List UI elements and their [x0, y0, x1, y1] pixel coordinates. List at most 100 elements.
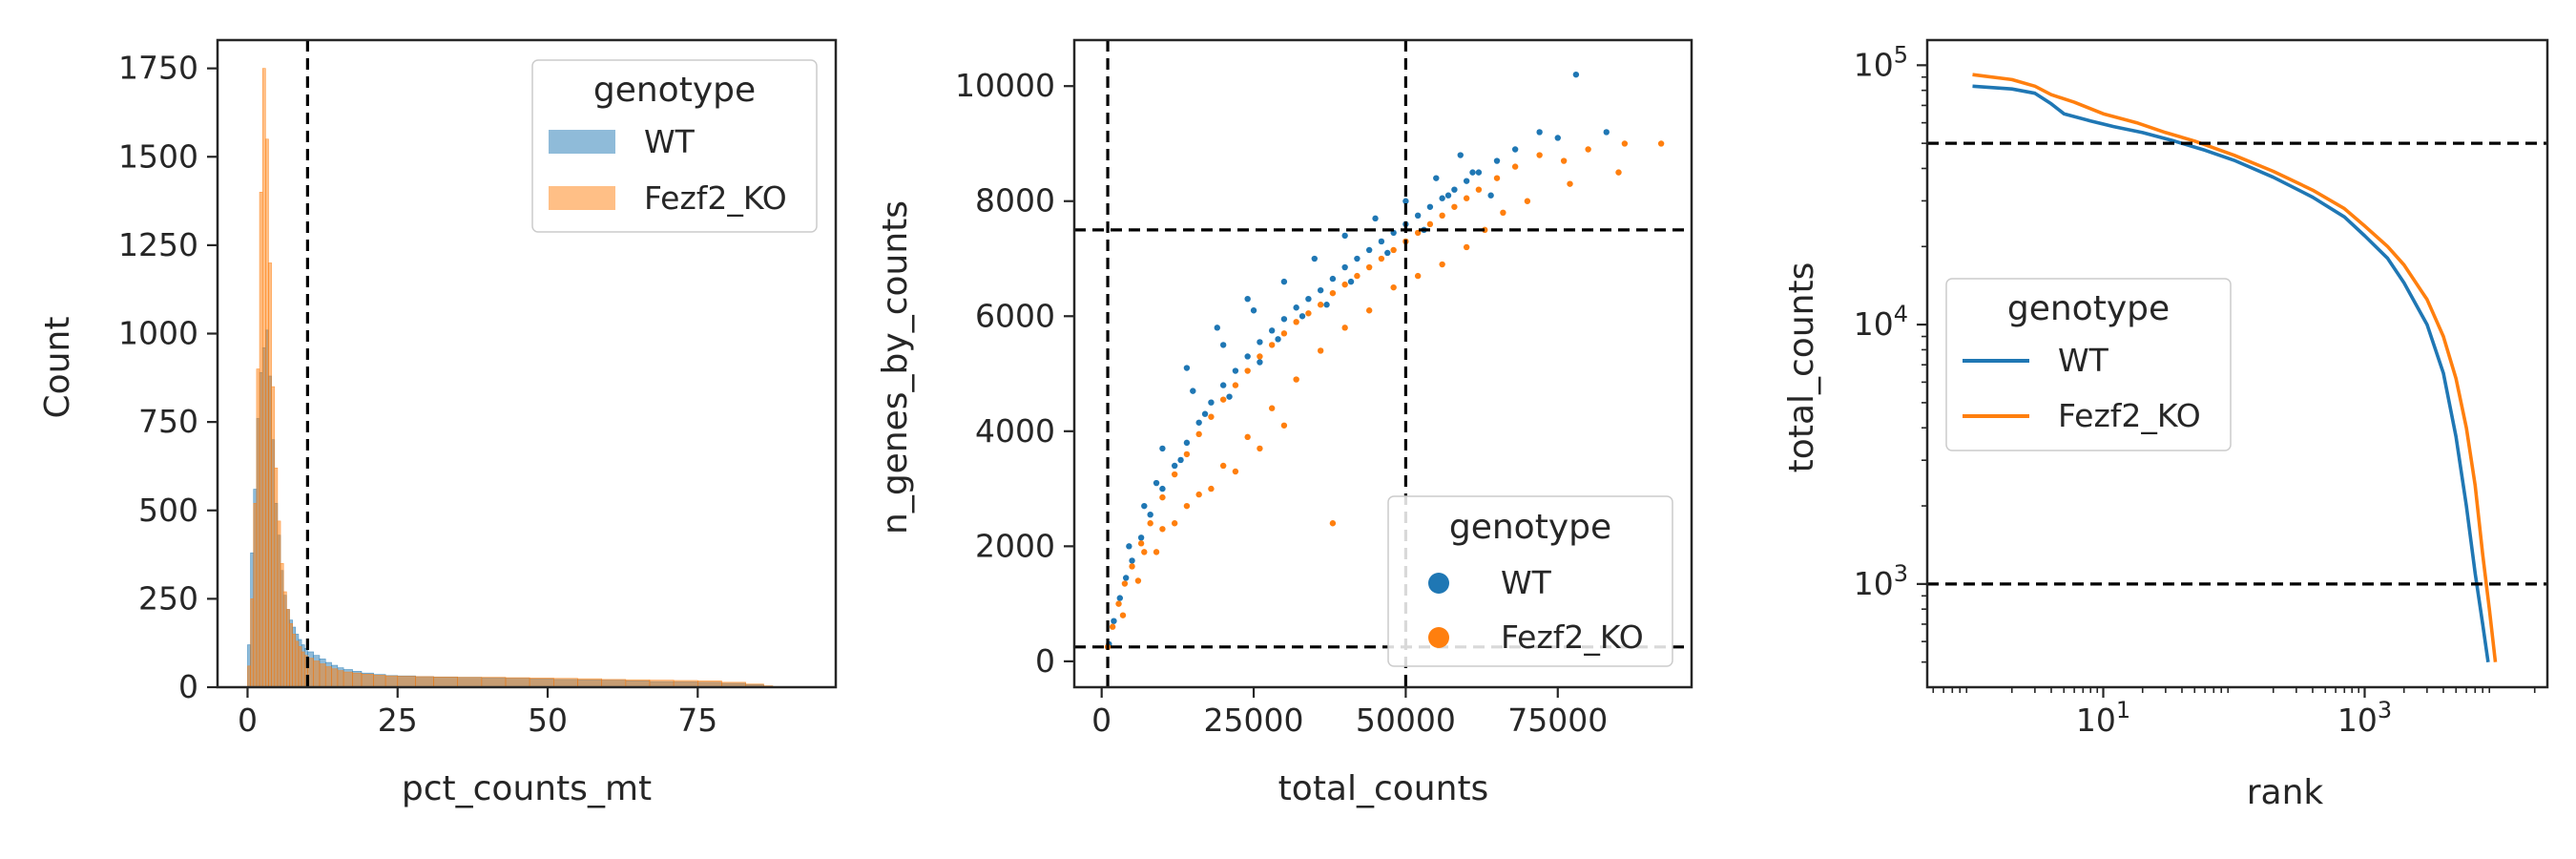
histogram-bar-fezf2-ko — [343, 671, 353, 688]
scatter-point-wt — [1126, 543, 1132, 550]
histogram-y-tick-label: 1000 — [118, 315, 198, 352]
rank-plot-threshold-lines — [1927, 141, 2547, 586]
scatter-point-fezf2-ko — [1121, 580, 1129, 587]
scatter-point-wt — [1475, 169, 1483, 176]
histogram-bar-fezf2-ko — [324, 666, 332, 688]
scatter-point-fezf2-ko — [1183, 450, 1191, 458]
scatter-point-wt — [1280, 278, 1288, 285]
scatter-y-tick-label: 6000 — [975, 297, 1055, 334]
scatter-point-wt — [1347, 278, 1355, 285]
scatter-point-fezf2-ko — [1463, 195, 1470, 201]
scatter-point-wt — [1244, 353, 1251, 360]
scatter-point-wt — [1159, 485, 1166, 492]
scatter-point-fezf2-ko — [1268, 405, 1276, 411]
scatter-axes: 0 25000 50000 75000 0 2000 4000 6000 8000 10000 — [955, 38, 1693, 739]
scatter-point-wt — [1111, 618, 1117, 624]
histogram-bar-fezf2-ko — [268, 262, 272, 688]
scatter-point-wt — [1159, 445, 1166, 452]
scatter-point-fezf2-ko — [1354, 272, 1361, 280]
scatter-point-wt — [1214, 325, 1220, 331]
rank-plot-legend-label-wt: WT — [2058, 342, 2109, 379]
histogram-y-axis-label: Count — [38, 317, 77, 419]
scatter-point-wt — [1183, 439, 1191, 447]
scatter-point-wt — [1219, 382, 1227, 388]
scatter-point-fezf2-ko — [1567, 180, 1573, 187]
scatter-point-fezf2-ko — [1219, 462, 1227, 470]
rank-plot-legend-title: genotype — [2007, 289, 2170, 328]
scatter-point-fezf2-ko — [1208, 413, 1215, 420]
histogram-bar-fezf2-ko — [529, 678, 554, 688]
scatter-y-tick-label: 8000 — [975, 182, 1055, 220]
scatter-point-fezf2-ko — [1159, 493, 1166, 501]
histogram-legend-label-fezf2-ko: Fezf2_KO — [644, 179, 787, 217]
scatter-y-tick-label: 4000 — [975, 412, 1055, 450]
scatter-point-fezf2-ko — [1341, 325, 1348, 331]
histogram-x-axis-label: pct_counts_mt — [402, 769, 652, 808]
scatter-point-wt — [1275, 336, 1281, 343]
scatter-point-fezf2-ko — [1378, 255, 1385, 262]
histogram-y-tick-label: 0 — [178, 668, 198, 705]
scatter-point-wt — [1201, 410, 1209, 417]
scatter-point-fezf2-ko — [1115, 600, 1122, 607]
scatter-point-fezf2-ko — [1280, 422, 1288, 429]
scatter-point-fezf2-ko — [1171, 520, 1178, 527]
histogram-legend-label-wt: WT — [644, 123, 696, 160]
scatter-point-wt — [1536, 129, 1543, 136]
scatter-legend-label-fezf2-ko: Fezf2_KO — [1501, 618, 1644, 656]
scatter-point-wt — [1298, 313, 1306, 320]
scatter-point-wt — [1384, 249, 1391, 257]
histogram-bar-fezf2-ko — [277, 520, 281, 688]
scatter-point-wt — [1129, 557, 1135, 564]
histogram-bar-fezf2-ko — [397, 676, 416, 688]
scatter-point-wt — [1493, 157, 1501, 164]
scatter-point-fezf2-ko — [1244, 367, 1251, 374]
histogram-legend-swatch-wt — [549, 130, 615, 154]
scatter-x-tick-label: 50000 — [1356, 702, 1456, 739]
histogram-bar-fezf2-ko — [415, 676, 434, 688]
scatter-point-wt — [1141, 502, 1148, 510]
scatter-point-wt — [1147, 512, 1153, 518]
rank-plot-legend: genotype WT Fezf2_KO — [1945, 278, 2232, 451]
rank-plot-frame — [1925, 38, 2549, 689]
histogram-bar-fezf2-ko — [286, 609, 290, 688]
rank-plot-lines — [1972, 73, 2498, 662]
scatter-point-fezf2-ko — [1141, 549, 1148, 555]
scatter-point-fezf2-ko — [1341, 281, 1348, 288]
scatter-point-wt — [1183, 365, 1191, 371]
histogram-legend-title: genotype — [593, 71, 756, 110]
histogram-bar-fezf2-ko — [337, 670, 344, 688]
histogram-bar-fezf2-ko — [253, 503, 258, 688]
scatter-point-wt — [1511, 146, 1519, 153]
scatter-point-fezf2-ko — [1365, 307, 1373, 314]
histogram-x-tick-label: 25 — [378, 702, 418, 739]
histogram-y-tick-label: 250 — [138, 579, 198, 617]
scatter-point-wt — [1572, 71, 1580, 78]
scatter-x-axis-label: total_counts — [1278, 769, 1489, 808]
scatter-point-fezf2-ko — [1317, 347, 1324, 354]
histogram-x-tick-label: 50 — [528, 702, 568, 739]
scatter-point-fezf2-ko — [1621, 140, 1629, 147]
histogram-x-tick-label: 75 — [677, 702, 717, 739]
scatter-point-wt — [1293, 304, 1299, 311]
histogram-bar-fezf2-ko — [274, 467, 279, 688]
scatter-point-wt — [1433, 175, 1440, 181]
scatter-point-wt — [1457, 152, 1464, 158]
histogram-bar-fezf2-ko — [481, 677, 507, 688]
scatter-point-fezf2-ko — [1463, 243, 1470, 251]
histogram-bar-fezf2-ko — [250, 598, 255, 688]
scatter-point-wt — [1426, 203, 1434, 210]
scatter-point-fezf2-ko — [1134, 577, 1142, 584]
rank-plot-line-fezf2-ko — [1972, 73, 2498, 662]
scatter-point-wt — [1137, 534, 1145, 541]
scatter-point-fezf2-ko — [1195, 430, 1202, 438]
scatter-point-wt — [1244, 296, 1251, 303]
scatter-point-wt — [1402, 198, 1409, 204]
scatter-x-tick-label: 75000 — [1507, 702, 1608, 739]
scatter-point-fezf2-ko — [1183, 502, 1191, 510]
scatter-point-fezf2-ko — [1524, 198, 1531, 204]
histogram-bar-fezf2-ko — [301, 651, 305, 688]
scatter-point-wt — [1311, 255, 1318, 262]
histogram-bar-fezf2-ko — [505, 677, 530, 688]
